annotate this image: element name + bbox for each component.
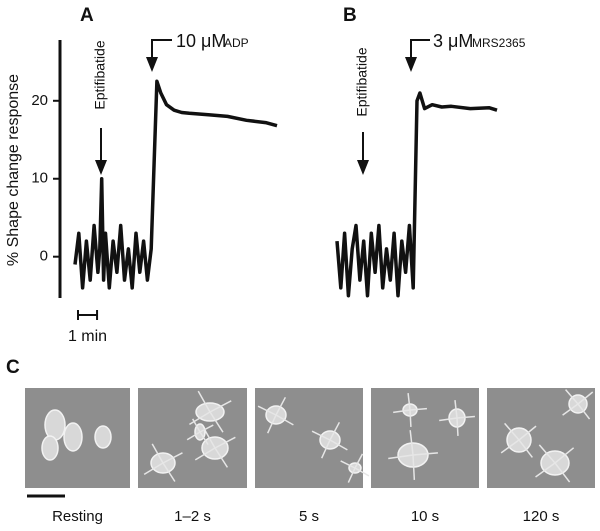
- pseudopod: [518, 425, 537, 441]
- platelet: [63, 422, 83, 452]
- caption: 1–2 s: [174, 508, 211, 525]
- pseudopod: [409, 409, 412, 428]
- pseudopod: [329, 439, 348, 451]
- pseudopod: [409, 407, 428, 411]
- pseudopod: [388, 454, 414, 460]
- pseudopod: [329, 421, 341, 441]
- pseudopod: [412, 452, 438, 456]
- pseudopod: [189, 411, 211, 426]
- pseudopod: [562, 403, 579, 416]
- pseudopod: [577, 391, 594, 405]
- annotation: Eptifibatide: [354, 47, 370, 116]
- pseudopod: [554, 447, 575, 464]
- platelet: [94, 425, 112, 449]
- pseudopod: [214, 447, 229, 468]
- pseudopod: [518, 439, 533, 458]
- pseudopod: [275, 396, 287, 416]
- pseudopod: [214, 436, 236, 449]
- pseudopod: [565, 389, 579, 405]
- annotation: Eptifibatide: [92, 40, 108, 109]
- y-tick-label: 20: [31, 92, 48, 109]
- scale-bar: [77, 310, 99, 320]
- pseudopod: [266, 414, 277, 434]
- platelet: [41, 435, 59, 461]
- annotation: ADP: [224, 36, 249, 50]
- pseudopod: [275, 414, 294, 426]
- pseudopod: [209, 411, 224, 433]
- micrograph: [255, 388, 370, 488]
- pseudopod: [538, 444, 556, 464]
- micrograph-frame: [371, 388, 479, 488]
- pseudopod: [407, 393, 411, 411]
- pseudopod: [199, 431, 209, 446]
- pseudopod: [143, 462, 164, 475]
- pseudopod: [500, 439, 520, 454]
- caption: 10 s: [411, 508, 439, 525]
- trace: [335, 91, 498, 298]
- annotation: 10 μM: [176, 31, 226, 51]
- y-axis-label: % Shape change response: [5, 74, 22, 266]
- pseudopod: [456, 415, 476, 419]
- caption: 120 s: [523, 508, 560, 525]
- pseudopod: [554, 462, 571, 483]
- caption: Resting: [52, 508, 103, 525]
- pseudopod: [454, 400, 458, 419]
- pseudopod: [199, 424, 214, 433]
- arrow: [357, 39, 430, 175]
- pseudopod: [412, 454, 416, 481]
- pseudopod: [311, 430, 331, 441]
- y-tick-label: 0: [40, 248, 48, 265]
- pseudopod: [197, 390, 211, 413]
- caption: 5 s: [299, 508, 319, 525]
- micrograph: [487, 388, 595, 488]
- pseudopod: [257, 405, 277, 416]
- pseudopod: [347, 467, 356, 483]
- annotation: MRS2365: [472, 36, 526, 50]
- pseudopod: [409, 430, 414, 456]
- scale-bar-label: 1 min: [68, 328, 107, 345]
- annotation: 3 μM: [433, 31, 473, 51]
- pseudopod: [456, 417, 459, 437]
- pseudopod: [162, 452, 183, 464]
- pseudopod: [577, 403, 591, 420]
- pseudopod: [162, 462, 176, 482]
- panel-label: B: [343, 5, 357, 26]
- pseudopod: [354, 467, 370, 477]
- y-tick-label: 10: [31, 170, 48, 187]
- panel-label: C: [6, 357, 20, 378]
- pseudopod: [191, 418, 201, 433]
- pseudopod: [151, 443, 164, 464]
- panel-label: A: [80, 5, 94, 26]
- pseudopod: [186, 431, 201, 441]
- pseudopod: [439, 417, 458, 422]
- micrograph: [25, 388, 130, 488]
- pseudopod: [504, 422, 520, 441]
- pseudopod: [209, 400, 232, 413]
- pseudopod: [320, 439, 331, 459]
- micrograph: [138, 388, 247, 488]
- pseudopod: [354, 453, 364, 469]
- micrograph-frame: [138, 388, 247, 488]
- pseudopod: [340, 460, 356, 469]
- trace: [73, 79, 278, 290]
- micrograph-frame: [255, 388, 363, 488]
- platelet: [44, 409, 66, 441]
- pseudopod: [194, 447, 216, 461]
- micrograph: [371, 388, 479, 488]
- pseudopod: [535, 462, 556, 478]
- pseudopod: [393, 409, 411, 414]
- arrow: [95, 39, 172, 175]
